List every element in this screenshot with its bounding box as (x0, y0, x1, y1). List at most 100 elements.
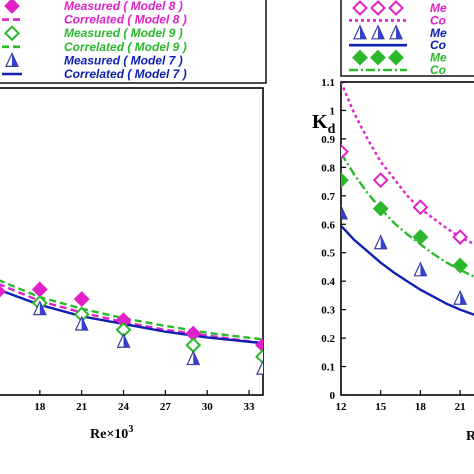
right-y-tick-label-7: 0.7 (321, 191, 335, 203)
left-point-m7_measured-4-outline (256, 359, 263, 375)
right-point-r_m8_measured-2 (412, 199, 429, 216)
right-plot-area (341, 82, 474, 316)
right-legend-marker-2-2 (389, 24, 403, 40)
right-point-r_m7_measured-3 (453, 289, 468, 305)
left-legend-label-4: Measured ( Model 7 ) (64, 53, 183, 67)
right-y-tick-label-3: 0.3 (321, 305, 335, 317)
right-point-r_m8_measured-1 (372, 172, 389, 189)
right-series-group (341, 82, 474, 316)
left-point-m9_measured-3 (185, 337, 202, 354)
left-legend-label-3: Correlated ( Model 9 ) (64, 40, 187, 54)
left-point-m9_measured-4 (255, 348, 263, 365)
right-point-r_m9_measured-1 (372, 200, 389, 217)
right-legend-label-3: Co (430, 38, 446, 52)
right-legend-marker-0-1 (370, 0, 386, 16)
left-point-m7_measured-4 (256, 359, 269, 375)
right-y-axis-title: Kd (312, 111, 336, 137)
right-x-tick-label-0: 12 (336, 401, 348, 413)
right-legend-marker-2-2-fill (396, 25, 402, 39)
right-y-axis-title-main: K (312, 111, 328, 133)
right-point-r_m9_measured-2 (412, 229, 429, 245)
right-x-axis-title: R (466, 429, 474, 444)
left-point-m7_measured-2-fill (123, 334, 130, 348)
left-x-axis-title-main: Re×10 (90, 427, 128, 442)
right-legend-marker-2-1 (371, 24, 385, 40)
left-legend: Measured ( Model 8 )Correlated ( Model 8… (0, 0, 267, 84)
right-legend-label-2: Me (430, 26, 447, 40)
left-x-tick-label-1: 21 (76, 401, 87, 413)
left-point-m7_measured-1-fill (81, 317, 88, 331)
right-point-r_m7_measured-2 (413, 261, 428, 277)
right-line-r_m7_correlated (341, 224, 474, 316)
right-legend-label-0: Me (430, 1, 447, 15)
right-y-tick-label-10: 1 (330, 105, 336, 117)
right-line-r_m8_correlated (341, 82, 474, 246)
left-x-tick-label-2: 24 (118, 401, 130, 413)
left-point-m8_measured-2 (73, 291, 90, 307)
right-point-r_m7_measured-0 (341, 204, 348, 220)
right-y-tick-label-6: 0.6 (321, 219, 335, 231)
left-legend-label-2: Measured ( Model 9 ) (64, 26, 183, 40)
right-axes: 12 15 18 21 0 0.1 0.2 0.3 0.4 0.5 0.6 0.7 0.8 0.9 1 1.1 (321, 77, 465, 413)
right-point-r_m9_measured-3 (452, 257, 469, 274)
right-point-r_m7_measured-3-fill (460, 291, 467, 305)
left-x-axis-title: Re×103 (90, 424, 133, 442)
right-y-tick-label-9: 0.9 (321, 134, 335, 146)
right-x-tick-label-3: 21 (455, 401, 466, 413)
left-point-m8_measured-5 (255, 337, 263, 354)
left-point-m7_measured-2 (116, 332, 131, 348)
right-point-r_m7_measured-0-fill (341, 205, 347, 219)
right-point-r_m7_measured-2-fill (420, 262, 427, 276)
right-legend-marker-2-0 (353, 24, 367, 40)
left-point-m7_measured-3 (186, 350, 201, 366)
left-x-tick-label-4: 30 (202, 401, 214, 413)
right-legend-marker-2-0-fill (360, 25, 366, 39)
left-legend-label-0: Measured ( Model 8 ) (64, 0, 183, 13)
left-x-axis: 1821242730336 (34, 390, 256, 413)
right-point-r_m8_measured-0 (341, 143, 349, 160)
right-y-tick-label-5: 0.5 (321, 248, 335, 260)
right-y-tick-label-11: 1.1 (321, 77, 335, 89)
right-plot-frame (340, 81, 474, 396)
right-legend-label-5: Co (430, 63, 446, 77)
left-legend-marker-4-fill (12, 53, 18, 67)
right-x-tick-label-2: 18 (415, 401, 427, 413)
left-point-m8_measured-0 (0, 285, 6, 298)
left-x-tick-label-3: 27 (160, 401, 172, 413)
right-y-tick-label-4: 0.4 (321, 276, 335, 288)
right-point-r_m7_measured-1 (373, 234, 388, 250)
right-y-axis-title-sub: d (328, 122, 336, 137)
left-legend-label-1: Correlated ( Model 8 ) (64, 13, 187, 27)
right-point-r_m9_measured-0 (341, 172, 349, 189)
left-plot-area (0, 279, 269, 375)
left-legend-marker-4 (5, 51, 19, 68)
right-y-tick-label-2: 0.2 (321, 333, 335, 345)
left-point-m7_measured-4-fill (263, 361, 269, 374)
right-y-tick-label-8: 0.8 (321, 162, 335, 174)
left-chart-panel: Measured ( Model 8 )Correlated ( Model 8… (0, 0, 269, 442)
right-point-r_m7_measured-1-fill (380, 235, 387, 249)
left-legend-label-5: Correlated ( Model 7 ) (64, 67, 187, 81)
left-point-m7_measured-3-fill (193, 351, 200, 365)
right-y-tick-label-0: 0 (330, 390, 336, 402)
left-x-axis-title-sup: 3 (128, 424, 133, 435)
left-point-m7_measured-1 (74, 315, 89, 331)
right-legend-marker-4-1 (370, 49, 386, 66)
left-legend-marker-0 (4, 0, 20, 14)
right-y-tick-label-1: 0.1 (321, 362, 335, 374)
left-plot-frame (0, 87, 264, 396)
right-legend-marker-0-0 (352, 0, 368, 16)
left-series-group (0, 279, 269, 375)
left-x-tick-label-5: 33 (244, 401, 256, 413)
left-x-tick-label-0: 18 (34, 401, 46, 413)
right-legend-marker-4-0 (352, 49, 368, 66)
right-legend-marker-4-2 (388, 49, 404, 66)
right-point-r_m8_measured-3 (452, 229, 469, 245)
right-x-tick-label-1: 15 (375, 401, 387, 413)
right-legend-marker-2-1-fill (378, 25, 384, 39)
left-legend-marker-2 (4, 25, 20, 42)
left-point-m7_measured-0 (32, 300, 47, 316)
